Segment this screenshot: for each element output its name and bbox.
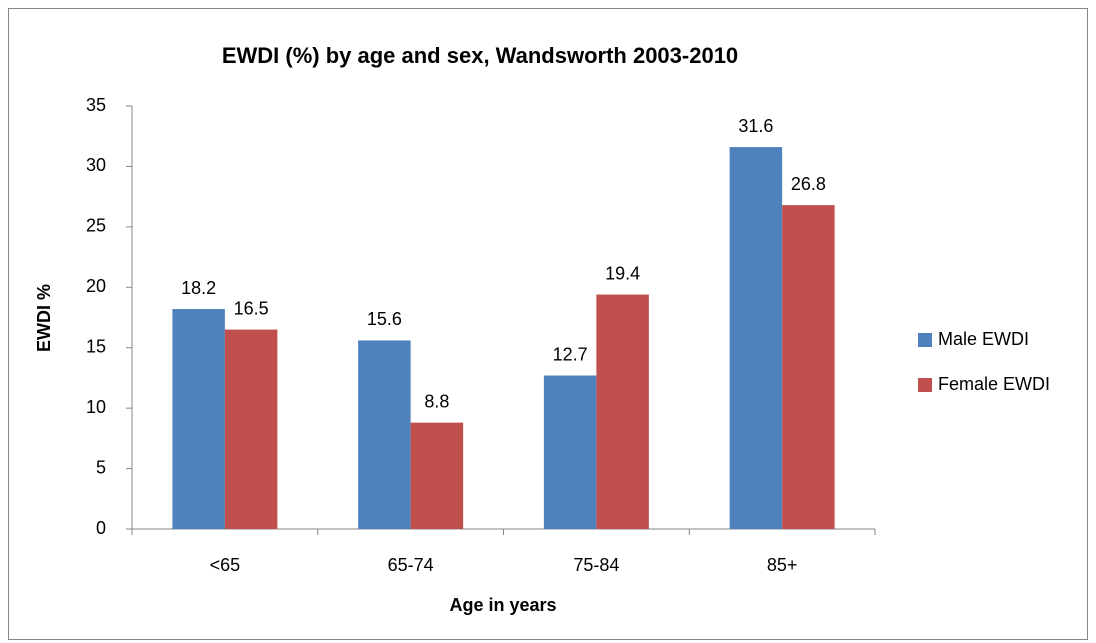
legend-swatch — [918, 333, 932, 347]
chart-border — [8, 8, 1088, 640]
bar — [358, 340, 411, 529]
x-axis-label: Age in years — [449, 595, 556, 615]
bar — [543, 375, 597, 529]
data-label: 26.8 — [791, 174, 826, 194]
y-tick-label: 35 — [86, 95, 106, 115]
bar — [410, 422, 464, 529]
bar — [782, 205, 835, 530]
y-tick-label: 20 — [86, 276, 106, 296]
legend-label: Female EWDI — [938, 374, 1050, 394]
data-label: 8.8 — [424, 391, 449, 411]
y-tick-label: 30 — [86, 155, 106, 175]
y-tick-label: 10 — [86, 397, 106, 417]
data-label: 12.7 — [553, 344, 588, 364]
chart-title: EWDI (%) by age and sex, Wandsworth 2003… — [222, 43, 738, 68]
x-tick-label: 75-84 — [573, 555, 619, 575]
y-tick-label: 0 — [96, 518, 106, 538]
legend-swatch — [918, 378, 932, 392]
y-tick-label: 15 — [86, 336, 106, 356]
bar — [729, 147, 783, 529]
legend-label: Male EWDI — [938, 329, 1029, 349]
data-label: 16.5 — [234, 298, 269, 318]
bar — [224, 329, 278, 529]
y-tick-label: 5 — [96, 457, 106, 477]
data-label: 19.4 — [605, 263, 640, 283]
data-label: 31.6 — [738, 116, 773, 136]
x-tick-label: <65 — [210, 555, 241, 575]
y-axis-label: EWDI % — [34, 284, 54, 352]
y-tick-label: 25 — [86, 216, 106, 236]
bar — [172, 309, 225, 529]
data-label: 15.6 — [367, 309, 402, 329]
data-label: 18.2 — [181, 278, 216, 298]
x-tick-label: 65-74 — [388, 555, 434, 575]
x-tick-label: 85+ — [767, 555, 798, 575]
bar — [596, 294, 649, 529]
